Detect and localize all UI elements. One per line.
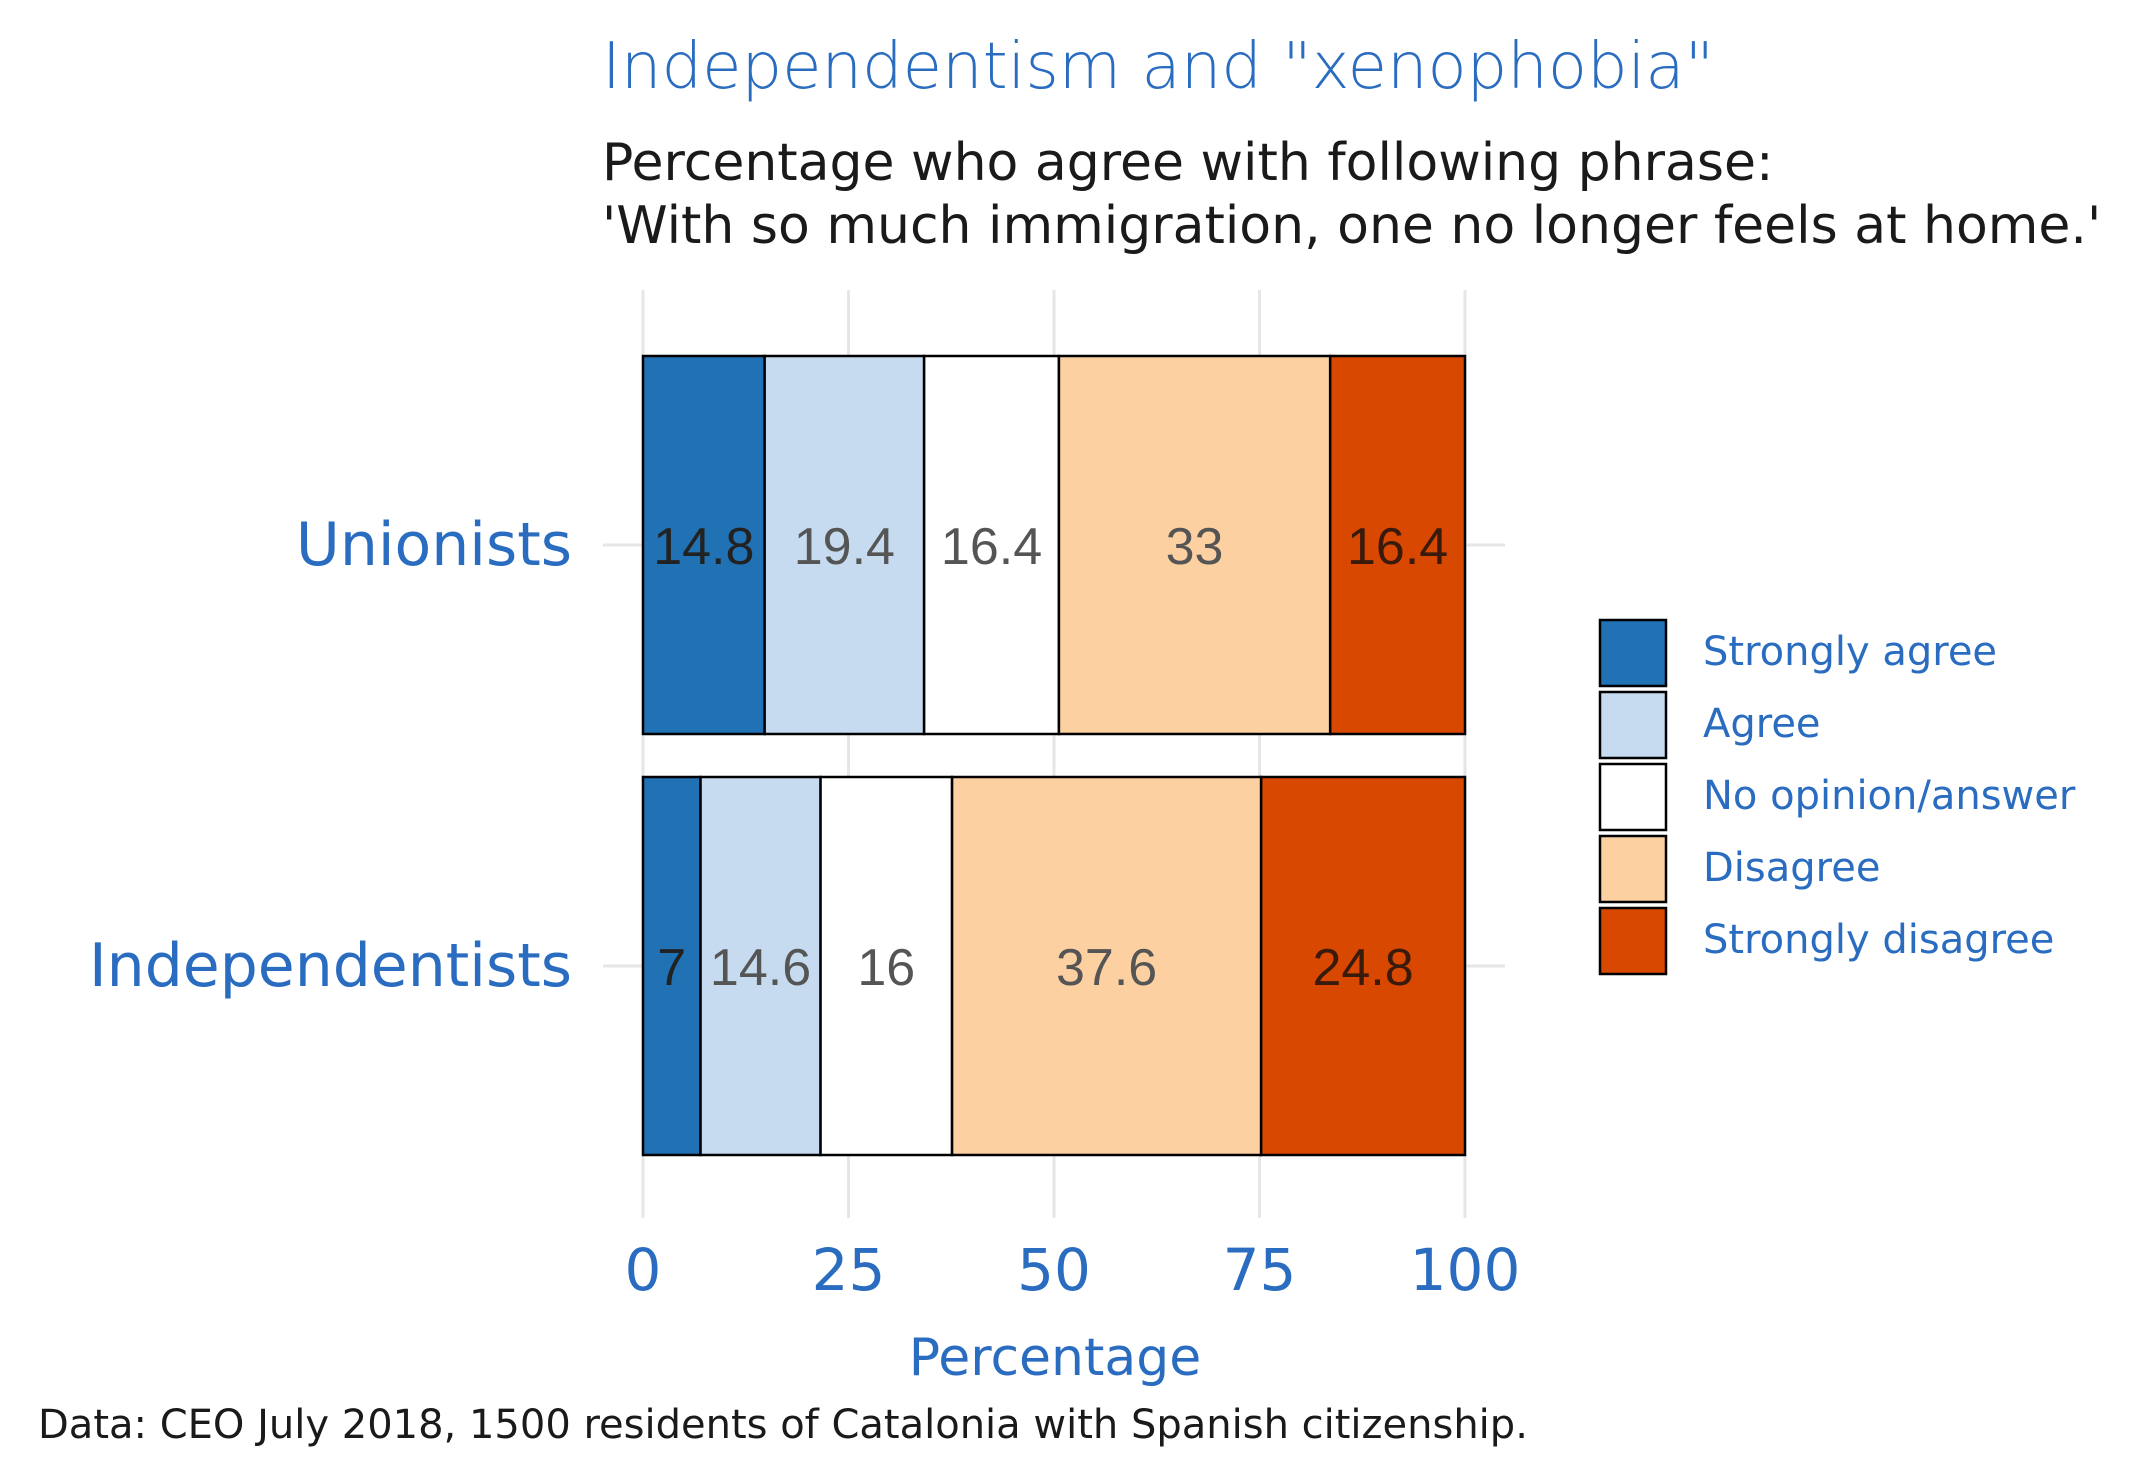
x-tick-label-100: 100	[1410, 1236, 1521, 1304]
legend-label-agree: Agree	[1703, 701, 1821, 747]
chart-title: Independentism and "xenophobia"	[602, 30, 1714, 104]
x-tick-label-75: 75	[1223, 1236, 1297, 1304]
x-tick-label-50: 50	[1017, 1236, 1091, 1304]
legend-label-strongly-disagree: Strongly disagree	[1703, 917, 2054, 963]
data-label-unionists-strongly-disagree: 16.4	[1347, 518, 1448, 576]
legend: Strongly agree Agree No opinion/answer Disa…	[1598, 618, 2076, 976]
chart-subtitle-line-2: 'With so much immigration, one no longer…	[602, 196, 2101, 256]
y-tick-label-unionists: Unionists	[296, 510, 572, 580]
data-label-unionists-disagree: 33	[1166, 518, 1224, 576]
bar-unionists-agree	[763, 354, 926, 736]
data-label-independentists-no-opinion-answer: 16	[857, 939, 915, 997]
bar-independentists-strongly-agree	[641, 775, 702, 1157]
bar-unionists-disagree	[1057, 354, 1332, 736]
legend-swatch-disagree	[1598, 834, 1668, 904]
bar-unionists-no-opinion-answer	[922, 354, 1061, 736]
chart-subtitle-line-1: Percentage who agree with following phra…	[602, 133, 1773, 193]
data-label-independentists-agree: 14.6	[710, 939, 811, 997]
legend-label-disagree: Disagree	[1703, 845, 1880, 891]
x-axis: 0 25 50 75 100	[625, 1236, 1521, 1304]
x-tick-label-25: 25	[812, 1236, 886, 1304]
legend-swatch-no-opinion-answer	[1598, 762, 1668, 832]
legend-swatch-strongly-agree	[1598, 618, 1668, 688]
chart-caption: Data: CEO July 2018, 1500 residents of C…	[38, 1402, 1528, 1448]
y-tick-label-independentists: Independentists	[89, 931, 572, 1001]
data-label-unionists-strongly-agree: 14.8	[653, 518, 754, 576]
legend-swatch-agree	[1598, 690, 1668, 760]
legend-label-strongly-agree: Strongly agree	[1703, 629, 1997, 675]
y-axis: Unionists Independentists	[89, 510, 572, 1001]
x-axis-title: Percentage	[909, 1328, 1202, 1388]
legend-swatch-strongly-disagree	[1598, 906, 1668, 976]
bar-unionists-strongly-agree	[641, 354, 766, 736]
bar-unionists-strongly-disagree	[1328, 354, 1467, 736]
bar-independentists-disagree	[950, 775, 1263, 1157]
bars	[641, 354, 1467, 1157]
data-label-unionists-no-opinion-answer: 16.4	[941, 518, 1042, 576]
x-tick-label-0: 0	[625, 1236, 662, 1304]
data-label-unionists-agree: 19.4	[794, 518, 895, 576]
bar-independentists-strongly-disagree	[1259, 775, 1467, 1157]
legend-label-no-opinion-answer: No opinion/answer	[1703, 773, 2076, 819]
data-label-independentists-disagree: 37.6	[1056, 939, 1157, 997]
data-label-independentists-strongly-disagree: 24.8	[1312, 939, 1413, 997]
data-label-independentists-strongly-agree: 7	[657, 939, 686, 997]
bar-labels: 14.8 19.4 16.4 33 16.4 7 14.6 16 37.6 24.8	[653, 518, 1448, 997]
